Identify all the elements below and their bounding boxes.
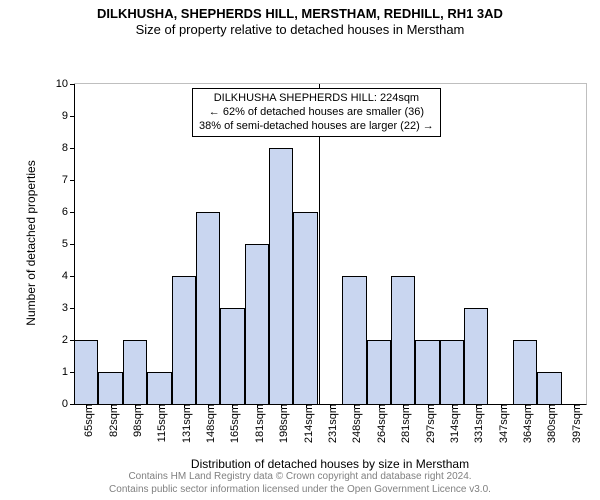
y-tick-mark — [70, 180, 74, 181]
histogram-bar — [98, 372, 122, 404]
x-tick-label: 347sqm — [492, 404, 510, 443]
histogram-bar — [342, 276, 366, 404]
x-tick-mark — [184, 404, 185, 408]
x-tick-label: 397sqm — [565, 404, 583, 443]
histogram-bar — [293, 212, 317, 404]
x-tick-label: 131sqm — [175, 404, 193, 443]
x-tick-mark — [476, 404, 477, 408]
x-tick-label: 314sqm — [443, 404, 461, 443]
histogram-bar — [123, 340, 147, 404]
x-tick-label: 380sqm — [540, 404, 558, 443]
histogram-bar — [464, 308, 488, 404]
footer-line-1: Contains HM Land Registry data © Crown c… — [0, 471, 600, 484]
x-tick-label: 281sqm — [394, 404, 412, 443]
x-tick-mark — [86, 404, 87, 408]
annotation-line-1: ← 62% of detached houses are smaller (36… — [199, 106, 434, 120]
x-tick-label: 248sqm — [345, 404, 363, 443]
x-tick-mark — [452, 404, 453, 408]
x-tick-mark — [159, 404, 160, 408]
y-tick-mark — [70, 212, 74, 213]
histogram-bar — [172, 276, 196, 404]
page-subtitle: Size of property relative to detached ho… — [0, 22, 600, 38]
y-tick-mark — [70, 148, 74, 149]
annotation-line-0: DILKHUSHA SHEPHERDS HILL: 224sqm — [199, 92, 434, 106]
x-tick-mark — [281, 404, 282, 408]
histogram-bar — [391, 276, 415, 404]
x-axis-label: Distribution of detached houses by size … — [74, 457, 586, 471]
x-tick-label: 98sqm — [126, 404, 144, 437]
x-tick-label: 331sqm — [467, 404, 485, 443]
x-tick-mark — [208, 404, 209, 408]
histogram-bar — [440, 340, 464, 404]
x-tick-mark — [379, 404, 380, 408]
y-tick-mark — [70, 404, 74, 405]
y-tick-mark — [70, 308, 74, 309]
histogram-bar — [220, 308, 244, 404]
x-tick-mark — [501, 404, 502, 408]
y-tick-mark — [70, 116, 74, 117]
x-tick-label: 214sqm — [297, 404, 315, 443]
histogram-bar — [196, 212, 220, 404]
x-tick-mark — [354, 404, 355, 408]
x-tick-mark — [574, 404, 575, 408]
x-tick-mark — [135, 404, 136, 408]
x-tick-label: 198sqm — [272, 404, 290, 443]
histogram-bar — [513, 340, 537, 404]
y-tick-mark — [70, 244, 74, 245]
plot-area: DILKHUSHA SHEPHERDS HILL: 224sqm← 62% of… — [74, 83, 587, 405]
x-tick-mark — [111, 404, 112, 408]
footer-line-2: Contains public sector information licen… — [0, 484, 600, 497]
x-tick-label: 297sqm — [419, 404, 437, 443]
x-tick-mark — [232, 404, 233, 408]
histogram-bar — [415, 340, 439, 404]
x-tick-label: 181sqm — [248, 404, 266, 443]
x-tick-mark — [306, 404, 307, 408]
x-tick-label: 231sqm — [321, 404, 339, 443]
x-tick-label: 82sqm — [102, 404, 120, 437]
x-tick-mark — [403, 404, 404, 408]
y-tick-mark — [70, 84, 74, 85]
x-tick-label: 165sqm — [223, 404, 241, 443]
x-tick-label: 364sqm — [516, 404, 534, 443]
footer: Contains HM Land Registry data © Crown c… — [0, 471, 600, 496]
histogram-bar — [74, 340, 98, 404]
x-tick-mark — [428, 404, 429, 408]
annotation-line-2: 38% of semi-detached houses are larger (… — [199, 120, 434, 134]
histogram-bar — [147, 372, 171, 404]
x-tick-label: 115sqm — [150, 404, 168, 442]
histogram-bar — [367, 340, 391, 404]
x-tick-mark — [525, 404, 526, 408]
histogram-bar — [537, 372, 561, 404]
histogram-bar — [245, 244, 269, 404]
y-tick-mark — [70, 276, 74, 277]
x-tick-mark — [330, 404, 331, 408]
x-tick-mark — [257, 404, 258, 408]
x-tick-mark — [549, 404, 550, 408]
page-title: DILKHUSHA, SHEPHERDS HILL, MERSTHAM, RED… — [0, 0, 600, 22]
annotation-box: DILKHUSHA SHEPHERDS HILL: 224sqm← 62% of… — [192, 88, 441, 137]
x-tick-label: 65sqm — [77, 404, 95, 437]
x-tick-label: 148sqm — [199, 404, 217, 443]
histogram-bar — [269, 148, 293, 404]
y-axis-label: Number of detached properties — [24, 160, 38, 325]
x-tick-label: 264sqm — [370, 404, 388, 443]
